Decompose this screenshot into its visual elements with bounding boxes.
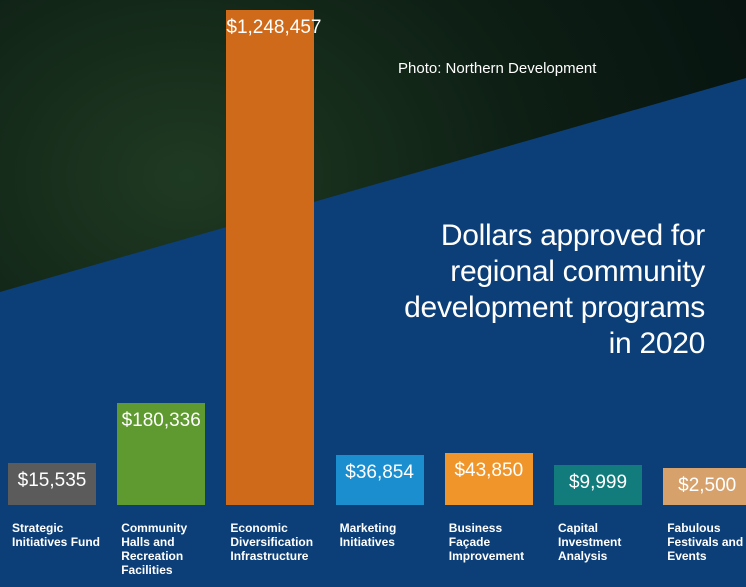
bar (117, 438, 206, 505)
value-label: $36,854 (335, 455, 424, 492)
chart-title: Dollars approved for regional community … (404, 219, 705, 360)
value-label: $15,535 (8, 463, 96, 500)
bar (663, 504, 746, 505)
value-label: $43,850 (444, 452, 533, 489)
photo-credit: Photo: Northern Development (398, 60, 597, 77)
category-label: Economic Diversification Infrastructure (230, 521, 314, 563)
category-label: Community Halls and Recreation Facilitie… (121, 521, 188, 577)
value-label: $2,500 (663, 468, 746, 505)
category-label: Fabulous Festivals and Events (667, 521, 744, 563)
bar (335, 491, 424, 505)
bar (444, 488, 533, 505)
category-label: Capital Investment Analysis (558, 521, 622, 563)
bar (554, 501, 642, 505)
value-label: $1,248,457 (226, 10, 321, 46)
value-label: $9,999 (554, 465, 642, 502)
bar (226, 46, 315, 505)
bar (8, 499, 96, 505)
value-label: $180,336 (117, 402, 206, 439)
category-label: Strategic Initiatives Fund (12, 521, 101, 549)
category-label: Business Façade Improvement (448, 521, 525, 563)
category-label: Marketing Initiatives (339, 521, 397, 549)
